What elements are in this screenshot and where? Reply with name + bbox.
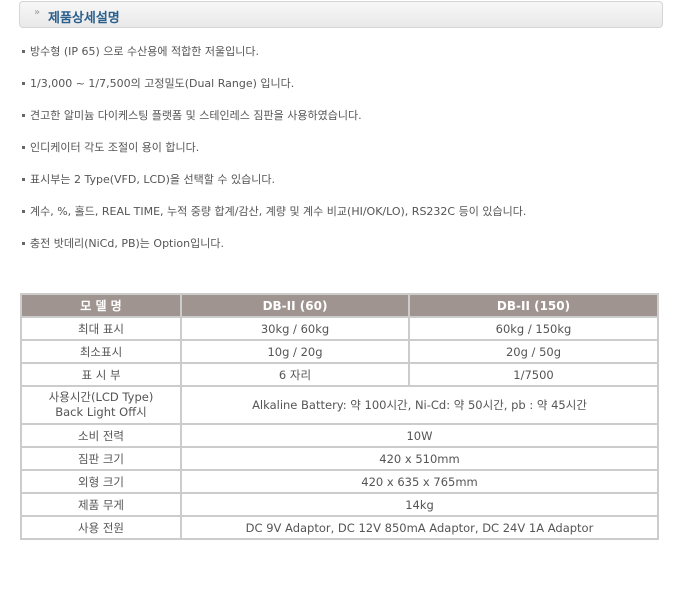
table-cell: 짐판 크기 <box>22 448 180 469</box>
table-cell: 30kg / 60kg <box>182 318 408 339</box>
feature-item: 계수, %, 홀드, REAL TIME, 누적 중량 합계/감산, 계량 및 … <box>22 204 540 219</box>
table-cell: Alkaline Battery: 약 100시간, Ni-Cd: 약 50시간… <box>182 387 657 423</box>
table-cell: 20g / 50g <box>410 341 657 362</box>
table-cell: 제품 무게 <box>22 494 180 515</box>
table-cell: 1/7500 <box>410 364 657 385</box>
feature-item: 방수형 (IP 65) 으로 수산용에 적합한 저울입니다. <box>22 44 582 59</box>
feature-item: 충전 밧데리(NiCd, PB)는 Option입니다. <box>22 236 582 251</box>
table-row: 최대 표시 30kg / 60kg 60kg / 150kg <box>22 318 657 339</box>
feature-item: 인디케이터 각도 조절이 용이 합니다. <box>22 140 582 155</box>
table-cell: 사용 전원 <box>22 517 180 538</box>
header-cell: DB-II (60) <box>182 295 408 316</box>
table-cell: 14kg <box>182 494 657 515</box>
table-cell: 10W <box>182 425 657 446</box>
table-row: 사용 전원 DC 9V Adaptor, DC 12V 850mA Adaptor… <box>22 517 657 538</box>
table-cell: 소비 전력 <box>22 425 180 446</box>
chevron-right-icon: » <box>34 7 41 18</box>
table-row: 최소표시 10g / 20g 20g / 50g <box>22 341 657 362</box>
spec-table: 모 델 명 DB-II (60) DB-II (150) 최대 표시 30kg /… <box>20 293 659 540</box>
table-cell: 420 x 510mm <box>182 448 657 469</box>
table-row: 짐판 크기 420 x 510mm <box>22 448 657 469</box>
table-row: 사용시간(LCD Type) Back Light Off시 Alkaline B… <box>22 387 657 423</box>
table-cell: 6 자리 <box>182 364 408 385</box>
table-header-row: 모 델 명 DB-II (60) DB-II (150) <box>22 295 657 316</box>
header-cell: DB-II (150) <box>410 295 657 316</box>
table-cell: DC 9V Adaptor, DC 12V 850mA Adaptor, DC … <box>182 517 657 538</box>
feature-item: 표시부는 2 Type(VFD, LCD)을 선택할 수 있습니다. <box>22 172 582 187</box>
feature-item: 1/3,000 ~ 1/7,500의 고정밀도(Dual Range) 입니다. <box>22 76 582 91</box>
table-row: 소비 전력 10W <box>22 425 657 446</box>
table-cell: 사용시간(LCD Type) Back Light Off시 <box>22 387 180 423</box>
table-cell: 420 x 635 x 765mm <box>182 471 657 492</box>
table-cell: 최대 표시 <box>22 318 180 339</box>
table-cell: 표 시 부 <box>22 364 180 385</box>
table-cell: 최소표시 <box>22 341 180 362</box>
table-cell: 60kg / 150kg <box>410 318 657 339</box>
section-header: » 제품상세설명 <box>19 1 663 28</box>
section-title: 제품상세설명 <box>48 11 120 26</box>
table-cell: 외형 크기 <box>22 471 180 492</box>
table-row: 외형 크기 420 x 635 x 765mm <box>22 471 657 492</box>
table-row: 제품 무게 14kg <box>22 494 657 515</box>
header-cell: 모 델 명 <box>22 295 180 316</box>
table-cell: 10g / 20g <box>182 341 408 362</box>
feature-list: 방수형 (IP 65) 으로 수산용에 적합한 저울입니다. 1/3,000 ~… <box>22 44 582 268</box>
feature-item: 견고한 알미늄 다이케스팅 플랫폼 및 스테인레스 짐판을 사용하였습니다. <box>22 108 582 123</box>
